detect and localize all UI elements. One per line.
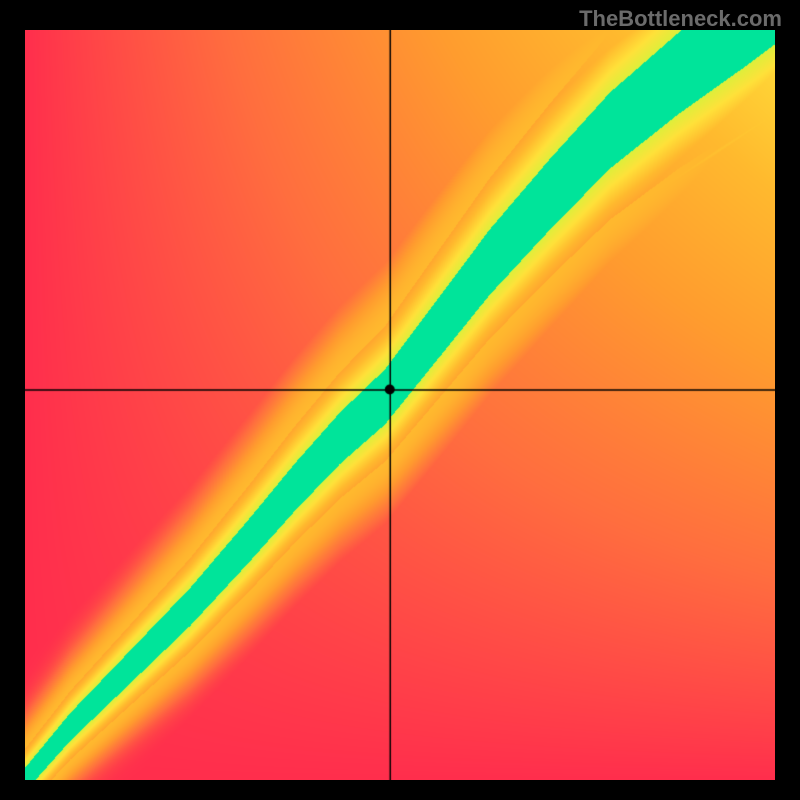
- heatmap-plot: [25, 30, 775, 780]
- watermark-text: TheBottleneck.com: [579, 6, 782, 32]
